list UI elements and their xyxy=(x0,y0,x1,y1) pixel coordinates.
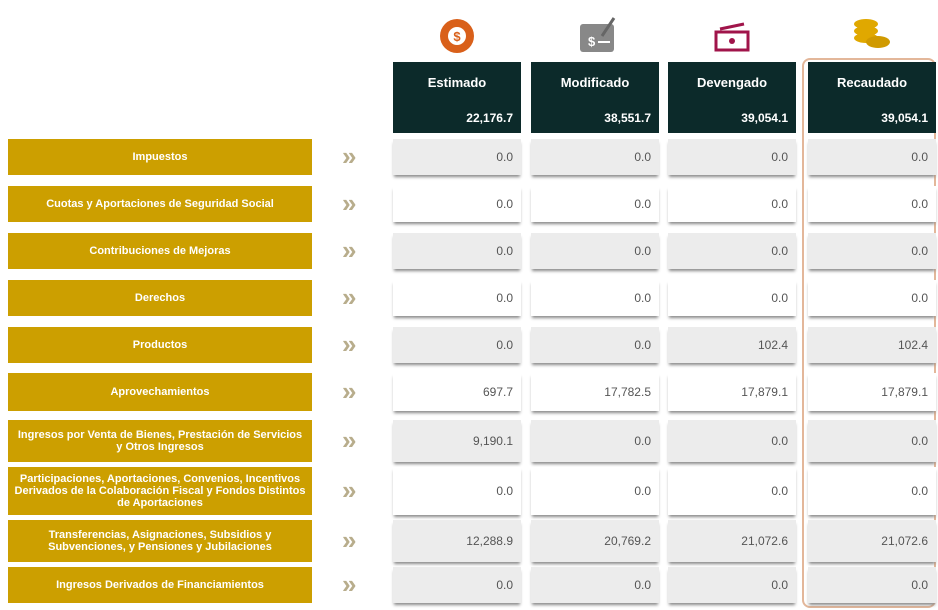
chevron: » xyxy=(342,282,357,312)
value-cell: 0.0 xyxy=(531,467,659,515)
svg-text:$: $ xyxy=(453,29,461,44)
chevron: » xyxy=(342,425,357,455)
value-cell: 21,072.6 xyxy=(808,520,936,562)
row-label: Contribuciones de Mejoras xyxy=(8,233,312,269)
value-cell: 21,072.6 xyxy=(668,520,796,562)
row-label: Derechos xyxy=(8,280,312,316)
value-cell: 0.0 xyxy=(393,327,521,363)
icon-devengado xyxy=(714,22,750,52)
value-cell: 0.0 xyxy=(668,567,796,603)
value-cell: 0.0 xyxy=(668,467,796,515)
row-label: Impuestos xyxy=(8,139,312,175)
row-label: Aprovechamientos xyxy=(8,373,312,411)
value-cell: 0.0 xyxy=(668,186,796,222)
row-label: Participaciones, Aportaciones, Convenios… xyxy=(8,467,312,515)
value-cell: 0.0 xyxy=(531,139,659,175)
chevron: » xyxy=(342,525,357,555)
chevron: » xyxy=(342,569,357,599)
value-cell: 0.0 xyxy=(668,420,796,462)
value-cell: 0.0 xyxy=(531,186,659,222)
value-cell: 0.0 xyxy=(668,139,796,175)
row-label: Ingresos Derivados de Financiamientos xyxy=(8,567,312,603)
value-cell: 0.0 xyxy=(531,233,659,269)
value-cell: 17,879.1 xyxy=(668,373,796,411)
row-label: Transferencias, Asignaciones, Subsidios … xyxy=(8,520,312,562)
column-total: 22,176.7 xyxy=(393,111,521,125)
chevron: » xyxy=(342,376,357,406)
value-cell: 17,879.1 xyxy=(808,373,936,411)
column-name: Modificado xyxy=(531,75,659,90)
value-cell: 0.0 xyxy=(808,186,936,222)
value-cell: 0.0 xyxy=(808,139,936,175)
value-cell: 0.0 xyxy=(668,233,796,269)
chevron: » xyxy=(342,188,357,218)
value-cell: 0.0 xyxy=(393,139,521,175)
column-name: Estimado xyxy=(393,75,521,90)
icon-modificado: $ xyxy=(580,17,616,52)
svg-text:$: $ xyxy=(588,34,596,49)
value-cell: 12,288.9 xyxy=(393,520,521,562)
icon-estimado: $ xyxy=(440,19,474,53)
value-cell: 0.0 xyxy=(808,567,936,603)
value-cell: 0.0 xyxy=(393,280,521,316)
value-cell: 0.0 xyxy=(531,420,659,462)
value-cell: 0.0 xyxy=(808,280,936,316)
column-total: 38,551.7 xyxy=(531,111,659,125)
column-name: Recaudado xyxy=(808,75,936,90)
value-cell: 0.0 xyxy=(808,467,936,515)
chevron: » xyxy=(342,141,357,171)
value-cell: 0.0 xyxy=(808,420,936,462)
chevron: » xyxy=(342,475,357,505)
column-name: Devengado xyxy=(668,75,796,90)
value-cell: 102.4 xyxy=(668,327,796,363)
chevron: » xyxy=(342,235,357,265)
row-label: Ingresos por Venta de Bienes, Prestación… xyxy=(8,420,312,462)
value-cell: 0.0 xyxy=(531,327,659,363)
value-cell: 20,769.2 xyxy=(531,520,659,562)
value-cell: 17,782.5 xyxy=(531,373,659,411)
value-cell: 697.7 xyxy=(393,373,521,411)
icon-recaudado xyxy=(854,19,890,48)
row-label: Productos xyxy=(8,327,312,363)
column-total: 39,054.1 xyxy=(668,111,796,125)
value-cell: 0.0 xyxy=(393,233,521,269)
column-total: 39,054.1 xyxy=(808,111,936,125)
chevron: » xyxy=(342,329,357,359)
value-cell: 9,190.1 xyxy=(393,420,521,462)
value-cell: 102.4 xyxy=(808,327,936,363)
value-cell: 0.0 xyxy=(668,280,796,316)
row-label: Cuotas y Aportaciones de Seguridad Socia… xyxy=(8,186,312,222)
value-cell: 0.0 xyxy=(531,567,659,603)
value-cell: 0.0 xyxy=(393,467,521,515)
value-cell: 0.0 xyxy=(393,186,521,222)
value-cell: 0.0 xyxy=(808,233,936,269)
value-cell: 0.0 xyxy=(393,567,521,603)
value-cell: 0.0 xyxy=(531,280,659,316)
